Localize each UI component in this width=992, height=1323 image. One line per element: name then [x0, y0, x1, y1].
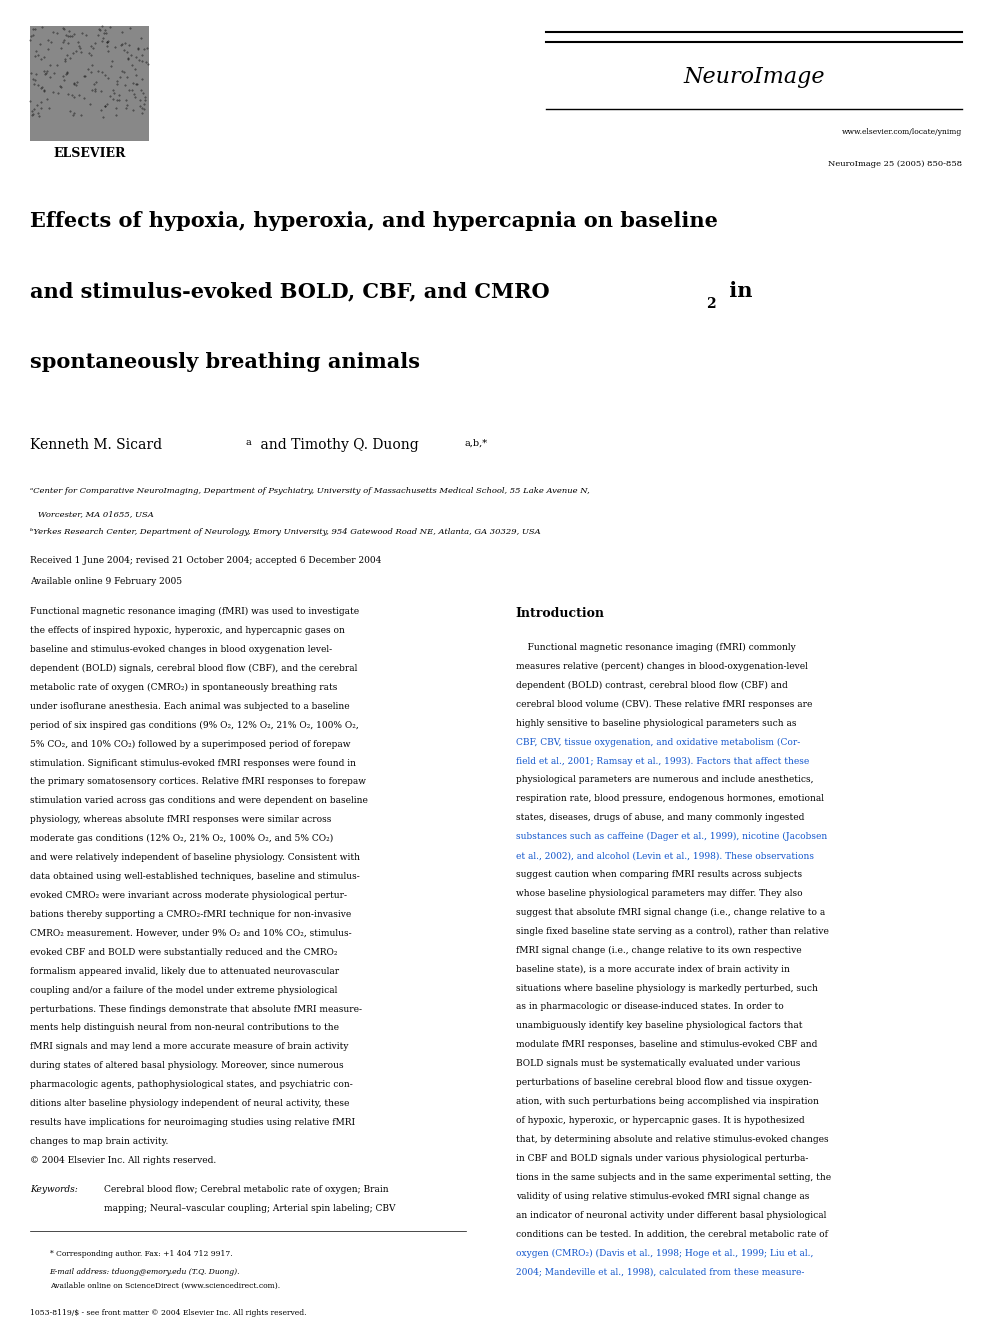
Text: conditions can be tested. In addition, the cerebral metabolic rate of: conditions can be tested. In addition, t…: [516, 1229, 827, 1238]
Text: whose baseline physiological parameters may differ. They also: whose baseline physiological parameters …: [516, 889, 803, 898]
Text: tions in the same subjects and in the same experimental setting, the: tions in the same subjects and in the sa…: [516, 1172, 831, 1181]
Text: formalism appeared invalid, likely due to attenuated neurovascular: formalism appeared invalid, likely due t…: [30, 967, 339, 975]
Text: states, diseases, drugs of abuse, and many commonly ingested: states, diseases, drugs of abuse, and ma…: [516, 814, 805, 823]
Text: www.elsevier.com/locate/ynimg: www.elsevier.com/locate/ynimg: [842, 128, 962, 136]
Text: results have implications for neuroimaging studies using relative fMRI: results have implications for neuroimagi…: [30, 1118, 355, 1127]
Text: 1053-8119/$ - see front matter © 2004 Elsevier Inc. All rights reserved.: 1053-8119/$ - see front matter © 2004 El…: [30, 1308, 307, 1316]
Text: Functional magnetic resonance imaging (fMRI) was used to investigate: Functional magnetic resonance imaging (f…: [30, 607, 359, 617]
Text: ation, with such perturbations being accomplished via inspiration: ation, with such perturbations being acc…: [516, 1097, 818, 1106]
Text: ᵇYerkes Research Center, Department of Neurology, Emory University, 954 Gatewood: ᵇYerkes Research Center, Department of N…: [30, 528, 541, 536]
Text: fMRI signal change (i.e., change relative to its own respective: fMRI signal change (i.e., change relativ…: [516, 946, 802, 955]
Text: data obtained using well-established techniques, baseline and stimulus-: data obtained using well-established tec…: [30, 872, 359, 881]
Text: NeuroImage: NeuroImage: [683, 66, 824, 87]
Text: evoked CBF and BOLD were substantially reduced and the CMRO₂: evoked CBF and BOLD were substantially r…: [30, 947, 337, 957]
Text: changes to map brain activity.: changes to map brain activity.: [30, 1136, 168, 1146]
Text: perturbations of baseline cerebral blood flow and tissue oxygen-: perturbations of baseline cerebral blood…: [516, 1078, 811, 1088]
Text: stimulation. Significant stimulus-evoked fMRI responses were found in: stimulation. Significant stimulus-evoked…: [30, 758, 356, 767]
Text: E-mail address: tduong@emory.edu (T.Q. Duong).: E-mail address: tduong@emory.edu (T.Q. D…: [50, 1269, 240, 1277]
Text: that, by determining absolute and relative stimulus-evoked changes: that, by determining absolute and relati…: [516, 1135, 828, 1144]
Text: a,b,*: a,b,*: [464, 438, 487, 447]
Text: and were relatively independent of baseline physiology. Consistent with: and were relatively independent of basel…: [30, 853, 360, 863]
Text: baseline and stimulus-evoked changes in blood oxygenation level-: baseline and stimulus-evoked changes in …: [30, 646, 332, 654]
Text: under isoflurane anesthesia. Each animal was subjected to a baseline: under isoflurane anesthesia. Each animal…: [30, 701, 349, 710]
Text: an indicator of neuronal activity under different basal physiological: an indicator of neuronal activity under …: [516, 1211, 826, 1220]
Text: Available online on ScienceDirect (www.sciencedirect.com).: Available online on ScienceDirect (www.s…: [50, 1282, 280, 1290]
Text: Keywords:: Keywords:: [30, 1185, 77, 1195]
Text: situations where baseline physiology is markedly perturbed, such: situations where baseline physiology is …: [516, 983, 817, 992]
Text: spontaneously breathing animals: spontaneously breathing animals: [30, 352, 420, 372]
Text: period of six inspired gas conditions (9% O₂, 12% O₂, 21% O₂, 100% O₂,: period of six inspired gas conditions (9…: [30, 721, 358, 730]
Text: and Timothy Q. Duong: and Timothy Q. Duong: [256, 438, 419, 452]
Text: * Corresponding author. Fax: +1 404 712 9917.: * Corresponding author. Fax: +1 404 712 …: [50, 1250, 232, 1258]
Text: as in pharmacologic or disease-induced states. In order to: as in pharmacologic or disease-induced s…: [516, 1003, 784, 1012]
Text: dependent (BOLD) contrast, cerebral blood flow (CBF) and: dependent (BOLD) contrast, cerebral bloo…: [516, 681, 788, 691]
Text: evoked CMRO₂ were invariant across moderate physiological pertur-: evoked CMRO₂ were invariant across moder…: [30, 890, 347, 900]
Text: the effects of inspired hypoxic, hyperoxic, and hypercapnic gases on: the effects of inspired hypoxic, hyperox…: [30, 626, 344, 635]
Text: highly sensitive to baseline physiological parameters such as: highly sensitive to baseline physiologic…: [516, 718, 797, 728]
Text: 2004; Mandeville et al., 1998), calculated from these measure-: 2004; Mandeville et al., 1998), calculat…: [516, 1267, 805, 1277]
Text: 2: 2: [706, 296, 716, 311]
Text: perturbations. These findings demonstrate that absolute fMRI measure-: perturbations. These findings demonstrat…: [30, 1004, 362, 1013]
Text: Cerebral blood flow; Cerebral metabolic rate of oxygen; Brain: Cerebral blood flow; Cerebral metabolic …: [104, 1185, 389, 1195]
Text: mapping; Neural–vascular coupling; Arterial spin labeling; CBV: mapping; Neural–vascular coupling; Arter…: [104, 1204, 396, 1213]
Text: the primary somatosensory cortices. Relative fMRI responses to forepaw: the primary somatosensory cortices. Rela…: [30, 778, 366, 786]
Text: and stimulus-evoked BOLD, CBF, and CMRO: and stimulus-evoked BOLD, CBF, and CMRO: [30, 282, 550, 302]
Text: bations thereby supporting a CMRO₂-fMRI technique for non-invasive: bations thereby supporting a CMRO₂-fMRI …: [30, 910, 351, 919]
Text: during states of altered basal physiology. Moreover, since numerous: during states of altered basal physiolog…: [30, 1061, 343, 1070]
Text: 5% CO₂, and 10% CO₂) followed by a superimposed period of forepaw: 5% CO₂, and 10% CO₂) followed by a super…: [30, 740, 350, 749]
Bar: [30, 25, 149, 140]
Text: of hypoxic, hyperoxic, or hypercapnic gases. It is hypothesized: of hypoxic, hyperoxic, or hypercapnic ga…: [516, 1117, 805, 1125]
Text: metabolic rate of oxygen (CMRO₂) in spontaneously breathing rats: metabolic rate of oxygen (CMRO₂) in spon…: [30, 683, 337, 692]
Text: fMRI signals and may lend a more accurate measure of brain activity: fMRI signals and may lend a more accurat…: [30, 1043, 348, 1052]
Text: unambiguously identify key baseline physiological factors that: unambiguously identify key baseline phys…: [516, 1021, 803, 1031]
Text: measures relative (percent) changes in blood-oxygenation-level: measures relative (percent) changes in b…: [516, 662, 807, 671]
Text: Effects of hypoxia, hyperoxia, and hypercapnia on baseline: Effects of hypoxia, hyperoxia, and hyper…: [30, 210, 717, 232]
Text: ᵃCenter for Comparative NeuroImaging, Department of Psychiatry, University of Ma: ᵃCenter for Comparative NeuroImaging, De…: [30, 487, 589, 495]
Text: stimulation varied across gas conditions and were dependent on baseline: stimulation varied across gas conditions…: [30, 796, 368, 806]
Text: substances such as caffeine (Dager et al., 1999), nicotine (Jacobsen: substances such as caffeine (Dager et al…: [516, 832, 827, 841]
Text: field et al., 2001; Ramsay et al., 1993). Factors that affect these: field et al., 2001; Ramsay et al., 1993)…: [516, 757, 809, 766]
Text: oxygen (CMRO₂) (Davis et al., 1998; Hoge et al., 1999; Liu et al.,: oxygen (CMRO₂) (Davis et al., 1998; Hoge…: [516, 1249, 813, 1258]
Text: ments help distinguish neural from non-neural contributions to the: ments help distinguish neural from non-n…: [30, 1024, 338, 1032]
Text: moderate gas conditions (12% O₂, 21% O₂, 100% O₂, and 5% CO₂): moderate gas conditions (12% O₂, 21% O₂,…: [30, 835, 333, 843]
Text: Kenneth M. Sicard: Kenneth M. Sicard: [30, 438, 162, 452]
Text: in CBF and BOLD signals under various physiological perturba-: in CBF and BOLD signals under various ph…: [516, 1154, 808, 1163]
Text: © 2004 Elsevier Inc. All rights reserved.: © 2004 Elsevier Inc. All rights reserved…: [30, 1156, 216, 1164]
Text: baseline state), is a more accurate index of brain activity in: baseline state), is a more accurate inde…: [516, 964, 790, 974]
Text: Available online 9 February 2005: Available online 9 February 2005: [30, 577, 182, 586]
Text: Functional magnetic resonance imaging (fMRI) commonly: Functional magnetic resonance imaging (f…: [516, 643, 796, 652]
Text: dependent (BOLD) signals, cerebral blood flow (CBF), and the cerebral: dependent (BOLD) signals, cerebral blood…: [30, 664, 357, 673]
Text: modulate fMRI responses, baseline and stimulus-evoked CBF and: modulate fMRI responses, baseline and st…: [516, 1040, 817, 1049]
Text: BOLD signals must be systematically evaluated under various: BOLD signals must be systematically eval…: [516, 1060, 801, 1068]
Text: coupling and/or a failure of the model under extreme physiological: coupling and/or a failure of the model u…: [30, 986, 337, 995]
Text: pharmacologic agents, pathophysiological states, and psychiatric con-: pharmacologic agents, pathophysiological…: [30, 1080, 352, 1089]
Text: a: a: [245, 438, 251, 447]
Text: et al., 2002), and alcohol (Levin et al., 1998). These observations: et al., 2002), and alcohol (Levin et al.…: [516, 851, 813, 860]
Text: Received 1 June 2004; revised 21 October 2004; accepted 6 December 2004: Received 1 June 2004; revised 21 October…: [30, 556, 381, 565]
Text: ditions alter baseline physiology independent of neural activity, these: ditions alter baseline physiology indepe…: [30, 1099, 349, 1109]
Text: Worcester, MA 01655, USA: Worcester, MA 01655, USA: [30, 511, 154, 519]
Text: CBF, CBV, tissue oxygenation, and oxidative metabolism (Cor-: CBF, CBV, tissue oxygenation, and oxidat…: [516, 738, 801, 746]
Text: suggest that absolute fMRI signal change (i.e., change relative to a: suggest that absolute fMRI signal change…: [516, 908, 825, 917]
Text: Introduction: Introduction: [516, 607, 605, 620]
Text: validity of using relative stimulus-evoked fMRI signal change as: validity of using relative stimulus-evok…: [516, 1192, 809, 1201]
Text: physiology, whereas absolute fMRI responses were similar across: physiology, whereas absolute fMRI respon…: [30, 815, 331, 824]
Text: suggest caution when comparing fMRI results across subjects: suggest caution when comparing fMRI resu…: [516, 871, 802, 878]
Text: in: in: [722, 282, 753, 302]
Text: respiration rate, blood pressure, endogenous hormones, emotional: respiration rate, blood pressure, endoge…: [516, 794, 823, 803]
Text: cerebral blood volume (CBV). These relative fMRI responses are: cerebral blood volume (CBV). These relat…: [516, 700, 812, 709]
Text: CMRO₂ measurement. However, under 9% O₂ and 10% CO₂, stimulus-: CMRO₂ measurement. However, under 9% O₂ …: [30, 929, 351, 938]
Text: physiological parameters are numerous and include anesthetics,: physiological parameters are numerous an…: [516, 775, 813, 785]
Text: ELSEVIER: ELSEVIER: [54, 147, 125, 160]
Text: single fixed baseline state serving as a control), rather than relative: single fixed baseline state serving as a…: [516, 927, 828, 935]
Text: NeuroImage 25 (2005) 850-858: NeuroImage 25 (2005) 850-858: [828, 160, 962, 168]
